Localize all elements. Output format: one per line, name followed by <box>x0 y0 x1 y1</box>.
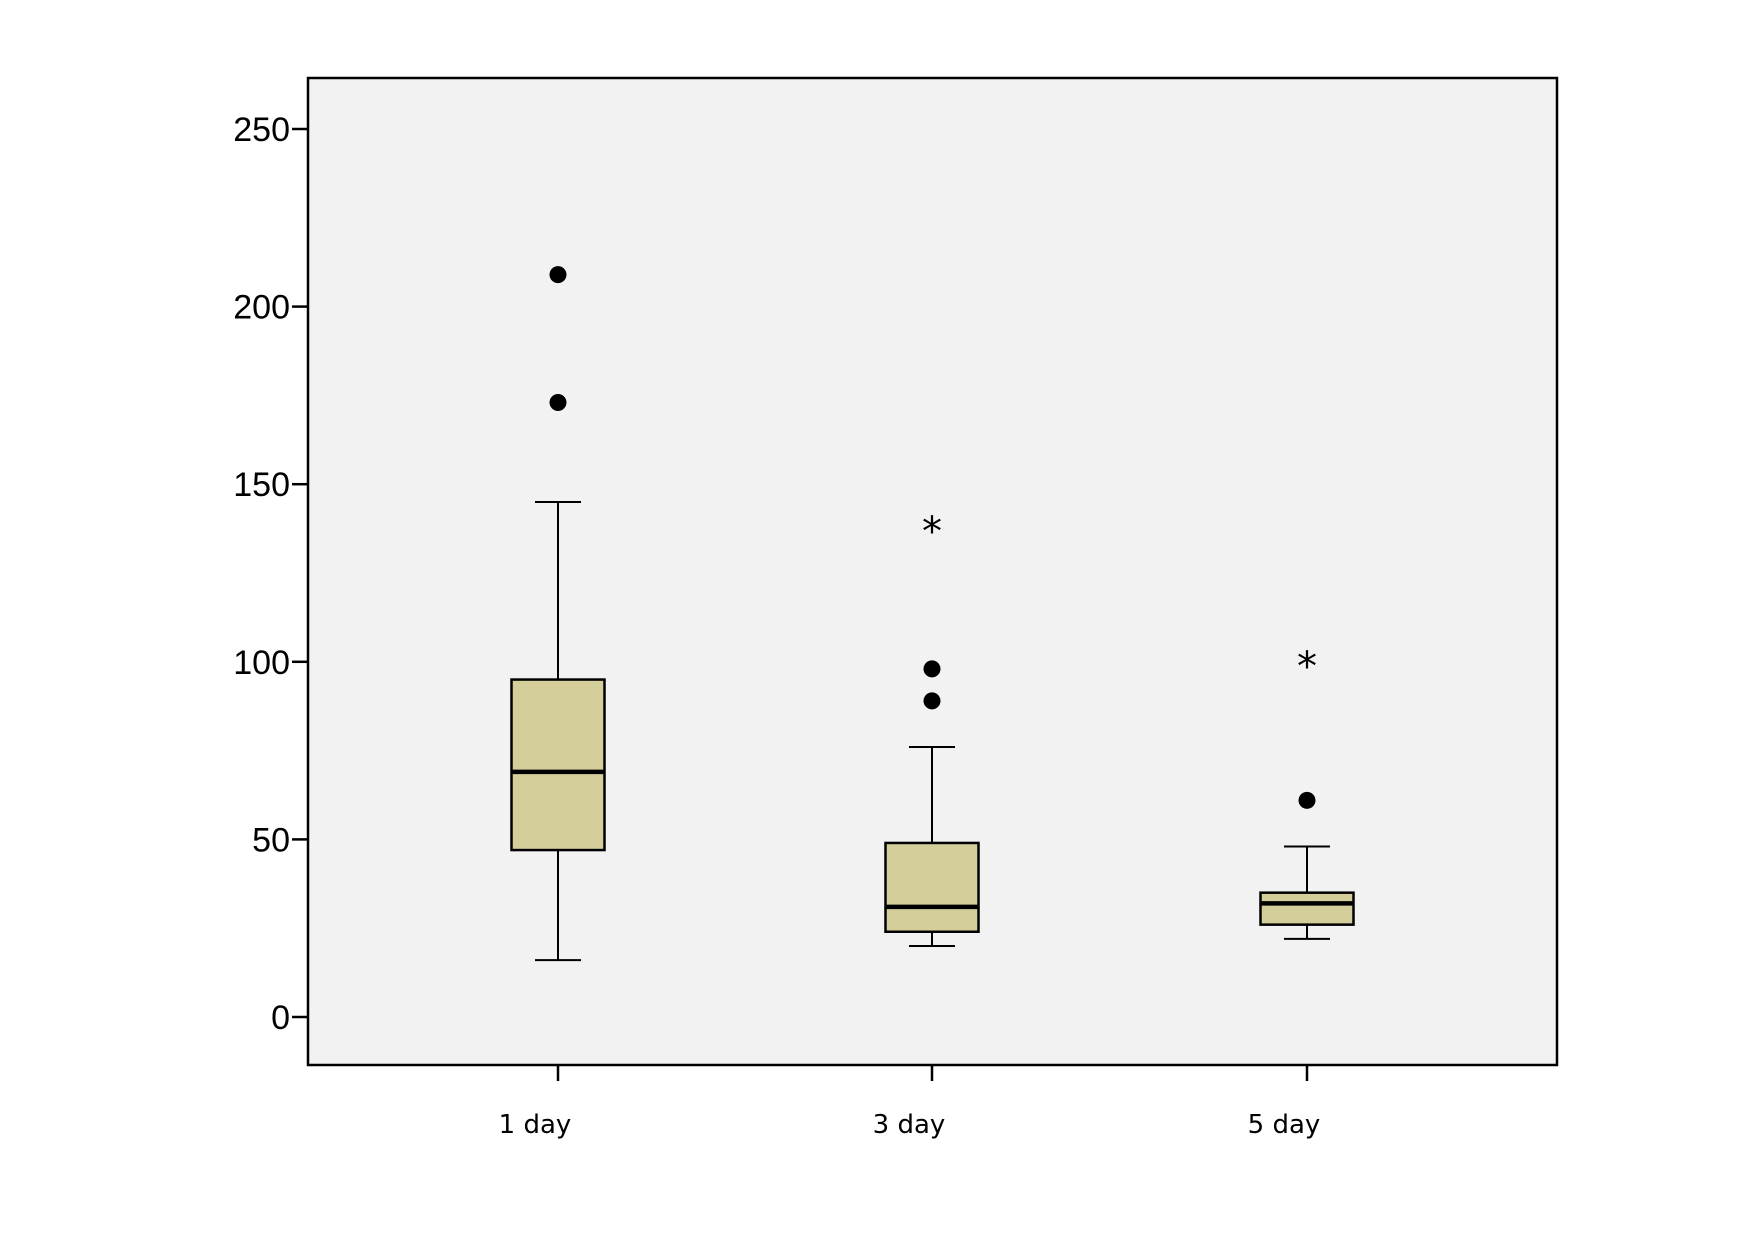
x-tick-label: 1 day <box>499 1110 572 1140</box>
y-tick-label: 50 <box>252 821 290 859</box>
y-axis: 0 50 100 150 200 250 <box>233 111 308 1037</box>
box-3: * <box>1259 644 1355 940</box>
y-tick-label: 100 <box>233 644 290 682</box>
y-tick-label: 0 <box>271 999 290 1037</box>
outlier-point <box>923 660 941 678</box>
x-tick-label: 5 day <box>1248 1110 1321 1140</box>
outlier-point <box>549 266 567 284</box>
extreme-outlier-mark: * <box>1297 644 1317 690</box>
box-2: * <box>884 509 980 947</box>
outlier-point <box>1298 791 1316 809</box>
x-axis: 1 day 3 day 5 day <box>499 1065 1321 1140</box>
iqr-box <box>884 841 980 934</box>
y-tick-label: 250 <box>233 111 290 149</box>
box-1 <box>510 266 606 962</box>
extreme-outlier-mark: * <box>922 509 942 555</box>
outlier-point <box>549 394 567 412</box>
boxes-group: ** <box>510 266 1355 962</box>
x-tick-label: 3 day <box>873 1110 946 1140</box>
y-tick-label: 200 <box>233 289 290 327</box>
y-tick-label: 150 <box>233 466 290 504</box>
iqr-box <box>510 678 606 852</box>
iqr-box <box>1259 891 1355 926</box>
outlier-point <box>923 692 941 710</box>
